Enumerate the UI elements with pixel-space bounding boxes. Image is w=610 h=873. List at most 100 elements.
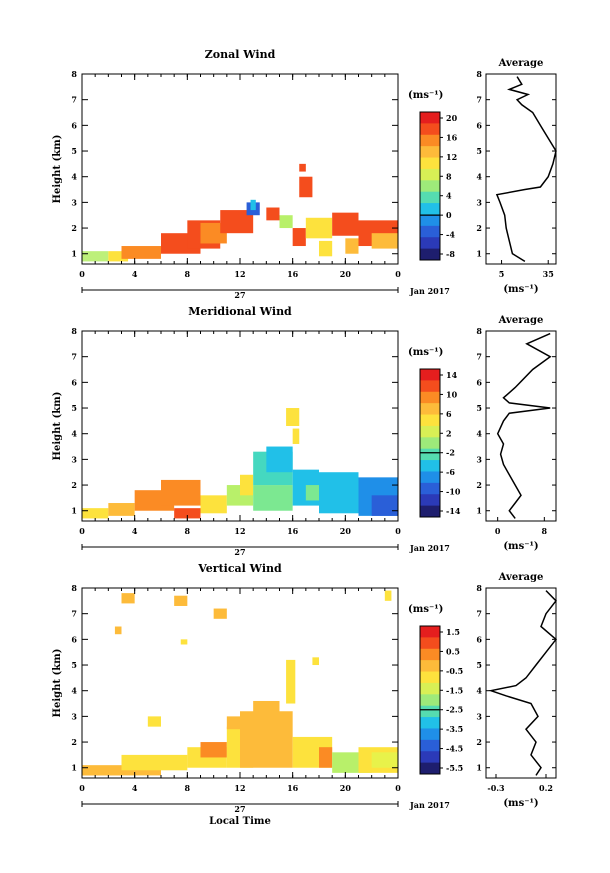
x-tick-label: 0 (395, 783, 401, 793)
heat-cell (253, 700, 280, 743)
heat-cell (82, 251, 109, 262)
colorbar-segment (420, 494, 440, 507)
profile-frame (485, 330, 557, 522)
profile-y-tick-label: 2 (476, 737, 482, 747)
profile-y-tick-label: 8 (476, 326, 482, 336)
heat-cell (384, 590, 392, 601)
heat-cell (266, 446, 293, 473)
colorbar-segment (420, 391, 440, 404)
heat-cell (319, 472, 359, 514)
y-axis-label: Height (km) (52, 649, 63, 718)
colorbar-tick-label: 0.5 (446, 646, 460, 656)
heat-cell (292, 228, 306, 247)
profile-y-tick-label: 5 (476, 660, 482, 670)
heat-cell (121, 246, 161, 259)
x-tick-label: 20 (340, 526, 352, 536)
heat-cell (286, 408, 300, 426)
profile-y-tick-label: 5 (476, 146, 482, 156)
y-tick-label: 1 (71, 249, 77, 259)
profile-x-label: (ms⁻¹) (503, 284, 538, 295)
date-label: 27 (234, 290, 245, 300)
profile-y-tick-label: 4 (476, 172, 482, 182)
colorbar-tick-label: 12 (446, 152, 457, 162)
y-tick-label: 4 (71, 686, 77, 696)
profile-y-tick-label: 8 (476, 69, 482, 79)
profile-y-tick-label: 7 (476, 352, 482, 362)
colorbar-segment (420, 739, 440, 752)
profile-x-tick-label: 8 (542, 526, 548, 536)
heat-cell (220, 210, 254, 234)
y-tick-label: 5 (71, 403, 77, 413)
colorbar-segment (420, 705, 440, 718)
x-tick-label: 8 (185, 783, 191, 793)
y-tick-label: 3 (71, 711, 77, 721)
y-tick-label: 8 (71, 326, 77, 336)
profile-y-tick-label: 1 (476, 506, 482, 516)
profile-y-tick-label: 5 (476, 403, 482, 413)
heat-cell (345, 238, 359, 254)
x-tick-label: 4 (132, 783, 138, 793)
heat-cell (108, 251, 129, 262)
colorbar-segment (420, 403, 440, 416)
heat-cell (305, 217, 333, 239)
x-tick-label: 0 (395, 526, 401, 536)
heat-cell (279, 215, 293, 229)
x-tick-label: 12 (234, 269, 245, 279)
colorbar-tick-label: -14 (446, 506, 461, 516)
heat-cell (180, 639, 188, 645)
colorbar-segment (420, 180, 440, 193)
heat-cell (253, 485, 293, 511)
profile-title: Average (498, 58, 544, 69)
heat-cell (200, 495, 227, 514)
y-tick-label: 4 (71, 172, 77, 182)
colorbar-segment (420, 425, 440, 438)
y-tick-label: 5 (71, 146, 77, 156)
profile-y-tick-label: 8 (476, 583, 482, 593)
colorbar-tick-label: -5.5 (446, 763, 463, 773)
colorbar-segment (420, 448, 440, 461)
colorbar-tick-label: -4 (446, 230, 455, 240)
colorbar-segment (420, 505, 440, 518)
profile-y-tick-label: 4 (476, 686, 482, 696)
colorbar-segment (420, 460, 440, 472)
colorbar-tick-label: 4 (446, 191, 452, 201)
x-tick-label: 16 (287, 783, 299, 793)
profile-x-tick-label: 0 (495, 526, 501, 536)
colorbar-segment (420, 134, 440, 147)
profile-y-tick-label: 2 (476, 223, 482, 233)
colorbar-segment (420, 626, 440, 638)
profile-x-label: (ms⁻¹) (503, 541, 538, 552)
colorbar-tick-label: -8 (446, 249, 455, 259)
colorbar-segment (420, 637, 440, 650)
y-tick-label: 2 (71, 737, 77, 747)
heat-cell (371, 233, 398, 249)
heat-cell (82, 508, 109, 519)
heat-cell (147, 716, 161, 727)
heat-cell (213, 608, 227, 619)
y-tick-label: 7 (71, 609, 77, 619)
profile-y-tick-label: 7 (476, 609, 482, 619)
y-tick-label: 8 (71, 583, 77, 593)
colorbar-tick-label: 20 (446, 113, 458, 123)
colorbar-segment (420, 157, 440, 170)
colorbar-tick-label: -1.5 (446, 685, 463, 695)
colorbar-tick-label: -3.5 (446, 724, 463, 734)
profile-y-tick-label: 7 (476, 95, 482, 105)
heat-cell (240, 474, 254, 496)
profile-y-tick-label: 3 (476, 454, 482, 464)
heat-cell (266, 207, 280, 221)
heat-cell (332, 212, 359, 236)
heat-cell (226, 716, 240, 730)
colorbar-segment (420, 123, 440, 136)
colorbar-tick-label: -6 (446, 467, 455, 477)
x-tick-label: 0 (79, 526, 85, 536)
profile-y-tick-label: 6 (476, 634, 482, 644)
colorbar-tick-label: 8 (446, 171, 452, 181)
colorbar-segment (420, 237, 440, 250)
y-tick-label: 5 (71, 660, 77, 670)
colorbar-segment (420, 214, 440, 227)
